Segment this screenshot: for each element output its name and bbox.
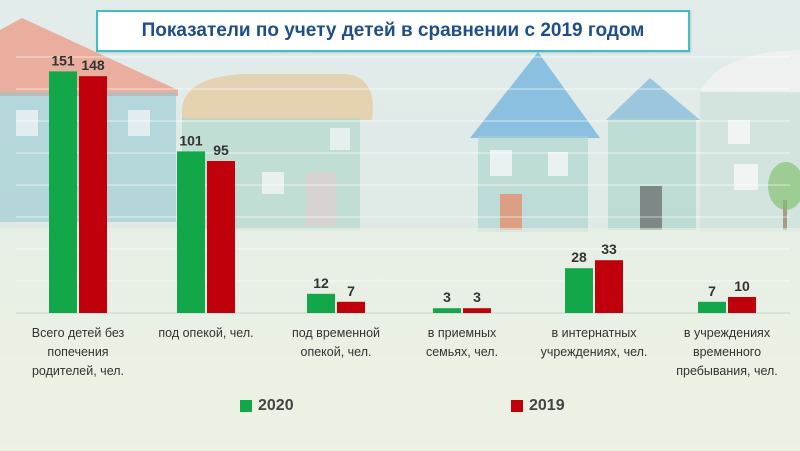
bar-2020-2: [307, 293, 335, 313]
data-label-2020-0: 151: [51, 52, 75, 68]
legend-swatch-2020: [240, 400, 252, 412]
legend-label-2020: 2020: [258, 397, 294, 414]
bar-2020-5: [698, 301, 726, 313]
category-label-2: под временной опекой, чел.: [291, 326, 381, 359]
bar-2019-1: [207, 161, 235, 313]
bar-2020-3: [433, 308, 461, 313]
data-label-2019-5: 10: [734, 278, 750, 294]
bar-2019-4: [595, 260, 623, 313]
bar-2020-0: [49, 71, 77, 314]
bars: [49, 71, 756, 314]
data-label-2019-3: 3: [473, 289, 481, 305]
chart-title-box: Показатели по учету детей в сравнении с …: [96, 10, 690, 52]
category-label-4: в интернатных учреждениях, чел.: [540, 326, 648, 359]
data-label-2020-4: 28: [571, 249, 587, 265]
data-label-2020-2: 12: [313, 275, 329, 291]
data-label-2019-0: 148: [81, 57, 105, 73]
bar-2020-4: [565, 268, 593, 313]
bar-2019-5: [728, 297, 756, 313]
category-label-1: под опекой, чел.: [158, 326, 254, 340]
data-label-2020-1: 101: [179, 132, 203, 148]
bar-2019-2: [337, 301, 365, 313]
data-label-2019-2: 7: [347, 283, 355, 299]
data-label-2019-1: 95: [213, 142, 229, 158]
bar-2019-0: [79, 76, 107, 313]
bar-2020-1: [177, 151, 205, 313]
data-label-2019-4: 33: [601, 241, 617, 257]
legend-item-2019: 2019: [511, 397, 565, 415]
category-label-0: Всего детей без попечения родителей, чел.: [31, 326, 125, 378]
category-label-5: в учреждениях временного пребывания, чел.: [676, 326, 778, 378]
data-label-2020-3: 3: [443, 289, 451, 305]
legend-label-2019: 2019: [529, 397, 565, 414]
category-label-3: в приемных семьях, чел.: [425, 326, 499, 359]
legend-item-2020: 2020: [240, 397, 294, 415]
legend-swatch-2019: [511, 400, 523, 412]
chart-title: Показатели по учету детей в сравнении с …: [141, 20, 645, 41]
gridlines: [16, 56, 790, 314]
bar-2019-3: [463, 308, 491, 313]
data-label-2020-5: 7: [708, 283, 716, 299]
